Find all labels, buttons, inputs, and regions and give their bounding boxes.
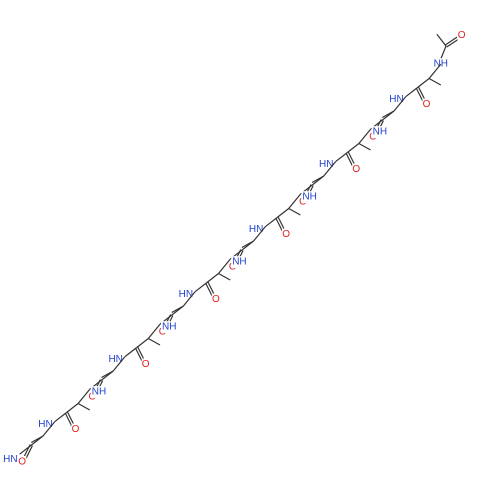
svg-text:HN: HN [108, 354, 122, 365]
svg-text:HN: HN [389, 94, 403, 105]
svg-text:HN: HN [3, 454, 17, 465]
svg-text:O: O [352, 164, 360, 175]
svg-text:O: O [18, 457, 26, 468]
svg-text:NH: NH [162, 322, 176, 333]
svg-text:NH: NH [302, 192, 316, 203]
svg-text:HN: HN [319, 159, 333, 170]
svg-text:O: O [458, 30, 466, 41]
svg-text:O: O [423, 99, 431, 110]
svg-text:O: O [142, 359, 150, 370]
svg-text:NH: NH [232, 257, 246, 268]
svg-text:HN: HN [38, 419, 52, 430]
svg-text:NH: NH [92, 387, 106, 398]
svg-text:NH: NH [373, 127, 387, 138]
svg-text:HN: HN [179, 289, 193, 300]
svg-text:HN: HN [249, 224, 263, 235]
svg-text:O: O [212, 294, 220, 305]
svg-text:O: O [72, 424, 80, 435]
svg-text:O: O [282, 229, 290, 240]
